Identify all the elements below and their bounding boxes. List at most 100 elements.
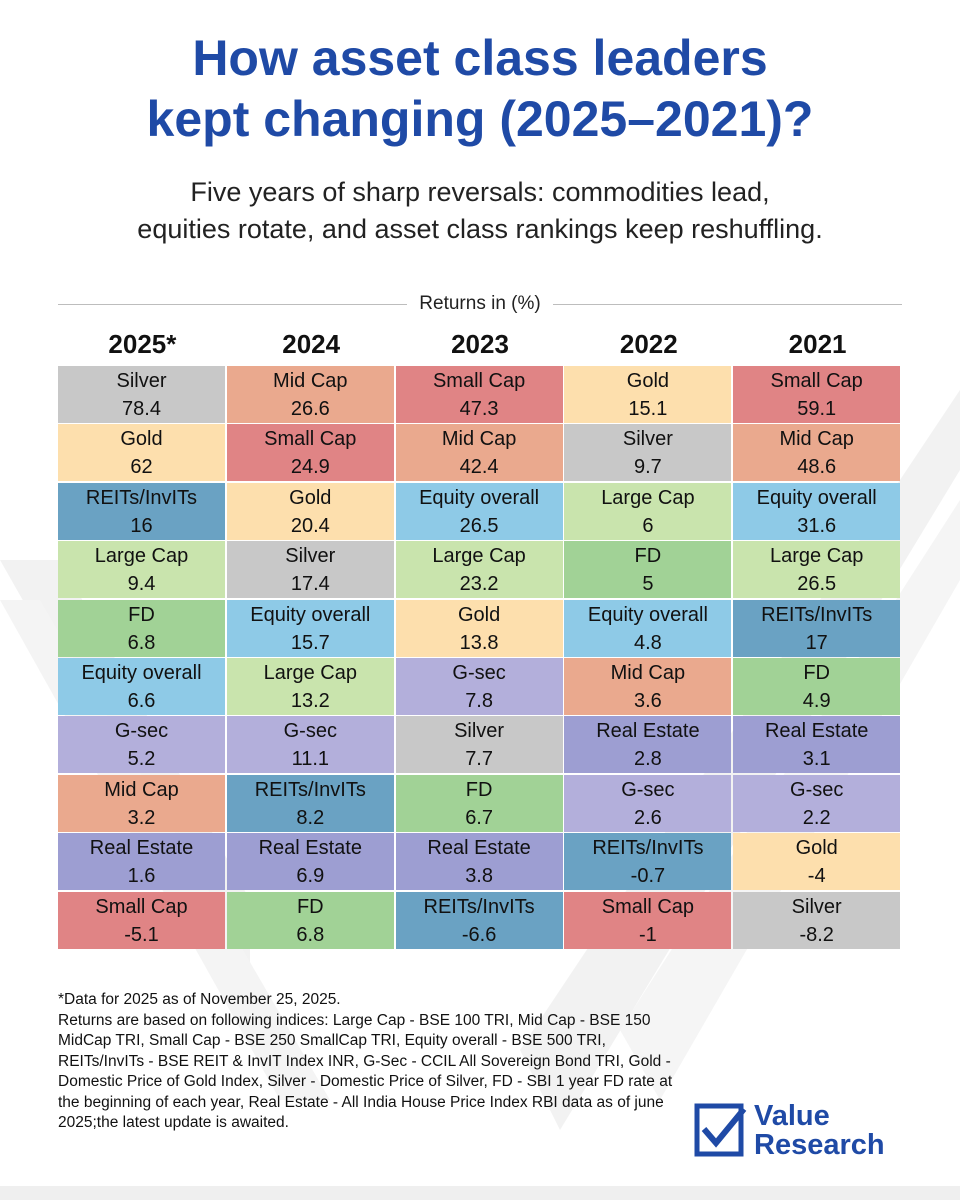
divider-right [552,303,903,305]
grid-cell: Small Cap -1 [564,891,732,949]
year-header: 2022 [619,329,678,359]
cell-return-value: -0.7 [630,865,666,888]
cell-return-value: 8.2 [296,806,325,829]
cell-return-value: 6.6 [127,690,156,712]
checkbox-check-icon [694,1103,747,1157]
footnote-indices: Returns are based on following indices: … [58,1011,673,1132]
grid-cell: Silver 17.4 [226,541,394,599]
grid-cell: Gold 15.1 [564,366,732,423]
cell-return-value: 5.2 [127,748,156,771]
cell-asset-label: Mid Cap [273,370,348,392]
cell-asset-label: Mid Cap [610,662,686,684]
grid-cell: FD 4.9 [733,658,901,715]
cell-return-value: -5.1 [124,923,159,946]
cell-return-value: 2.8 [633,748,662,771]
cell-return-value: 2.2 [802,806,831,829]
cell-return-value: 16 [130,514,153,537]
cell-return-value: 6.8 [127,631,156,654]
grid-cell: Equity overall 15.7 [226,599,394,657]
logo-line-2: Research [754,1129,885,1161]
cell-return-value: 2.6 [633,806,662,829]
logo-line-1: Value [754,1100,830,1132]
grid-cell: REITs/InvITs 16 [58,482,225,540]
cell-return-value: 26.5 [797,573,837,596]
cell-return-value: 3.8 [465,865,493,888]
cell-asset-label: Real Estate [258,837,362,860]
logo-wordmark: Value Research [754,1102,885,1160]
cell-asset-label: FD [634,545,662,568]
cell-asset-label: FD [803,662,831,684]
cell-asset-label: Gold [120,428,163,451]
cell-return-value: 7.7 [465,748,493,771]
cell-return-value: 6.7 [465,806,493,829]
cell-asset-label: G-sec [114,720,169,743]
cell-return-value: -6.6 [461,923,497,946]
cell-return-value: 47.3 [459,398,499,420]
cell-return-value: 13.8 [459,631,499,654]
title-line-2: kept changing (2025–2021)? [146,91,814,147]
grid-cell: FD 6.8 [226,891,394,949]
cell-asset-label: Silver [791,895,842,918]
value-research-logo: Value Research [694,1102,914,1162]
cell-asset-label: Small Cap [264,428,357,451]
grid-cell: REITs/InvITs 8.2 [226,774,394,832]
cell-asset-label: Real Estate [89,837,194,860]
year-header: 2021 [788,329,847,359]
cell-return-value: 11.1 [291,748,330,771]
grid-cell: FD 6.8 [58,599,225,657]
grid-cell: Silver 9.7 [564,424,732,482]
cell-asset-label: Mid Cap [779,428,854,451]
cell-asset-label: Real Estate [764,720,869,743]
title-line-1: How asset class leaders [192,30,768,86]
cell-return-value: 26.6 [290,398,330,420]
grid-cell: Silver 78.4 [58,366,225,423]
cell-asset-label: REITs/InvITs [423,895,535,918]
year-header: 2023 [451,329,509,359]
grid-cell: Large Cap 9.4 [58,541,225,599]
year-header: 2025* [108,329,177,359]
cell-asset-label: G-sec [452,662,506,684]
cell-asset-label: FD [128,603,155,626]
cell-asset-label: Equity overall [756,486,877,509]
grid-cell: G-sec 2.6 [564,774,732,832]
cell-asset-label: REITs/InvITs [254,778,366,801]
subtitle-line-2: equities rotate, and asset class ranking… [137,214,823,244]
cell-return-value: 15.1 [628,398,668,420]
grid-cell: Large Cap 23.2 [395,541,563,599]
cell-return-value: 7.8 [465,690,493,712]
cell-return-value: 78.4 [122,398,161,420]
returns-grid: Silver 78.4 Gold 62 REITs/InvITs 16 Large Cap 9… [58,366,902,950]
grid-cell: Real Estate 3.8 [395,833,563,891]
bottom-strip [0,1186,960,1200]
cell-asset-label: Equity overall [81,662,202,684]
cell-asset-label: FD [465,778,493,801]
cell-return-value: 6.9 [296,865,325,888]
grid-cell: Silver 7.7 [395,716,563,774]
grid-cell: Large Cap 6 [564,482,732,540]
cell-asset-label: G-sec [621,778,675,801]
grid-cell: Mid Cap 42.4 [395,424,563,482]
divider-left [58,303,408,305]
page-subtitle: Five years of sharp reversals: commoditi… [0,174,960,248]
grid-cell: G-sec 2.2 [733,774,901,832]
cell-asset-label: Gold [795,837,838,860]
grid-cell: G-sec 5.2 [58,716,225,774]
grid-cell: Small Cap 59.1 [733,366,901,423]
grid-cell: Gold 20.4 [226,482,394,540]
cell-return-value: 9.4 [127,573,156,596]
grid-cell: Equity overall 26.5 [395,482,563,540]
cell-asset-label: Small Cap [601,895,695,918]
cell-asset-label: Mid Cap [104,778,179,801]
cell-return-value: 5 [642,573,654,596]
grid-cell: Equity overall 4.8 [564,599,732,657]
cell-return-value: 4.9 [802,690,831,712]
footnote-date: *Data for 2025 as of November 25, 2025. [58,991,341,1008]
cell-asset-label: Gold [289,486,332,509]
grid-cell: Gold -4 [733,833,901,891]
grid-cell: REITs/InvITs -6.6 [395,891,563,949]
grid-cell: Gold 13.8 [395,599,563,657]
cell-return-value: 24.9 [290,456,330,479]
cell-asset-label: Small Cap [432,370,526,392]
year-header: 2024 [282,329,341,359]
grid-cell: G-sec 11.1 [226,716,394,774]
